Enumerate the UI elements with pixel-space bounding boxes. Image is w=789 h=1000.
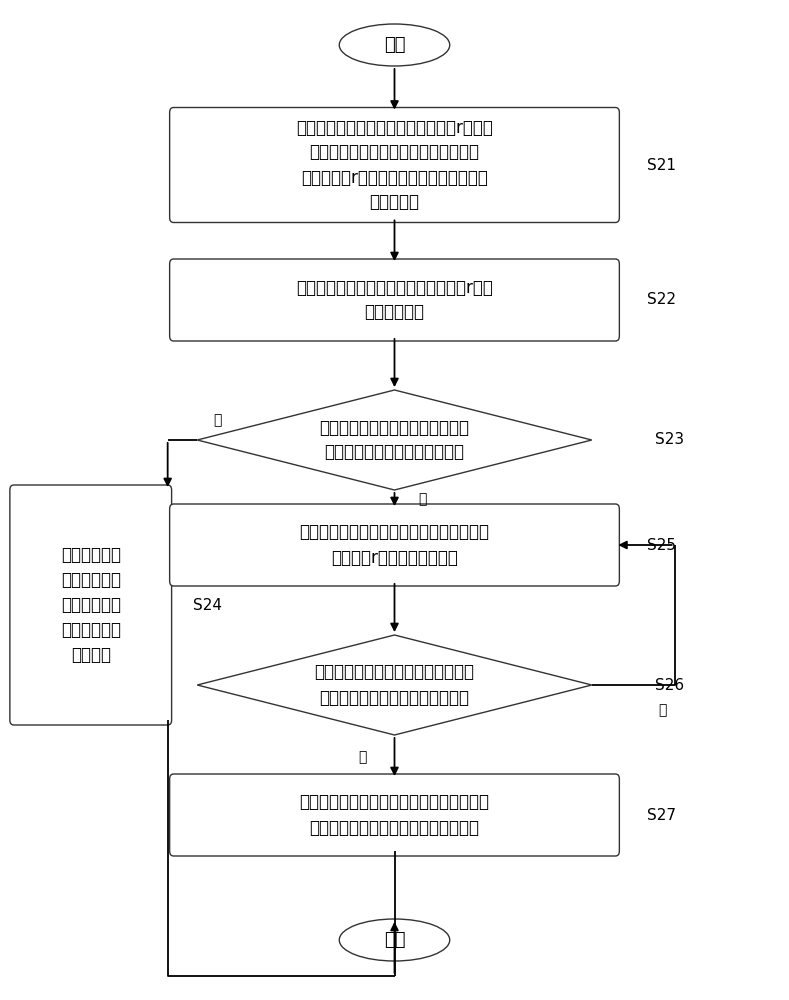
Text: 结束: 结束 <box>383 931 406 949</box>
Ellipse shape <box>339 919 450 961</box>
Text: S26: S26 <box>655 678 684 692</box>
Ellipse shape <box>339 24 450 66</box>
Text: S25: S25 <box>647 538 676 552</box>
Text: S22: S22 <box>647 292 676 308</box>
Text: 判断初始温度分布与当前温度分布
的差值是否小于或等于预设阈值: 判断初始温度分布与当前温度分布 的差值是否小于或等于预设阈值 <box>320 418 469 462</box>
Text: 根据所述电缆的负载电流和所述下一温度分
布确定所述电缆绝缘的最高热击穿电压: 根据所述电缆的负载电流和所述下一温度分 布确定所述电缆绝缘的最高热击穿电压 <box>300 794 489 836</box>
Text: S21: S21 <box>647 157 676 172</box>
Text: S23: S23 <box>655 432 684 448</box>
FancyBboxPatch shape <box>170 504 619 586</box>
Text: 根据电缆的负
载电流和当前
温度确定电缆
绝缘的最高热
击穿电压: 根据电缆的负 载电流和当前 温度确定电缆 绝缘的最高热 击穿电压 <box>61 546 121 664</box>
Text: S27: S27 <box>647 808 676 822</box>
Text: 计算考虑当前泄露电流时电缆绝缘径向r处的
当前温度分布: 计算考虑当前泄露电流时电缆绝缘径向r处的 当前温度分布 <box>296 278 493 322</box>
Text: 开始: 开始 <box>383 36 406 54</box>
FancyBboxPatch shape <box>170 259 619 341</box>
Text: 判断当前温度分布与下一温度分布的
差值是否小于或等于所述预设阈值: 判断当前温度分布与下一温度分布的 差值是否小于或等于所述预设阈值 <box>315 664 474 706</box>
Polygon shape <box>197 390 592 490</box>
FancyBboxPatch shape <box>170 774 619 856</box>
Text: 是: 是 <box>213 413 222 427</box>
Text: 否: 否 <box>658 703 667 717</box>
Text: 根据当前温度分布获取考虑泄露电流时电缆
绝缘径向r处的下一温度分布: 根据当前温度分布获取考虑泄露电流时电缆 绝缘径向r处的下一温度分布 <box>300 524 489 566</box>
Text: 是: 是 <box>358 750 367 764</box>
Text: S24: S24 <box>193 597 222 612</box>
Text: 否: 否 <box>418 493 427 507</box>
FancyBboxPatch shape <box>9 485 172 725</box>
FancyBboxPatch shape <box>170 107 619 223</box>
Text: 获取不考虑泄漏电流时电缆绝缘径向r处的初
始温度分布和所述电缆绝缘的当前泄漏
电流，其中r表示电缆绝缘至电缆导体轴线
的径向距离: 获取不考虑泄漏电流时电缆绝缘径向r处的初 始温度分布和所述电缆绝缘的当前泄漏 电… <box>296 118 493 212</box>
Polygon shape <box>197 635 592 735</box>
